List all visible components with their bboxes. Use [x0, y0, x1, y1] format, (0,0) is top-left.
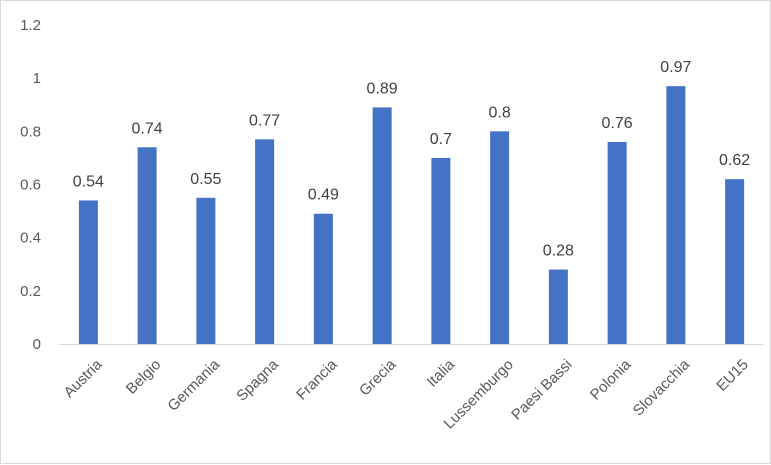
- data-label: 0.76: [602, 115, 633, 132]
- data-label: 0.54: [73, 173, 104, 190]
- data-labels: 0.54 0.74 0.55 0.77 0.49 0.89 0.7 0.8 0.28 0.76 0.…: [73, 59, 750, 259]
- bar: [666, 86, 686, 345]
- category-label: EU15: [713, 356, 752, 395]
- category-label: Slovacchia: [630, 356, 694, 420]
- bar: [548, 269, 568, 344]
- category-label: Paesi Bassi: [508, 356, 575, 423]
- bar: [255, 139, 275, 344]
- y-axis-ticks: 0 0.2 0.4 0.6 0.8 1 1.2: [20, 17, 41, 353]
- data-label: 0.97: [660, 59, 691, 76]
- bar: [196, 197, 216, 344]
- category-label: Germania: [164, 356, 223, 415]
- data-label: 0.28: [543, 243, 574, 260]
- category-label: Francia: [293, 356, 341, 404]
- y-tick-label: 0.2: [20, 283, 41, 300]
- data-label: 0.49: [308, 187, 339, 204]
- data-label: 0.55: [190, 171, 221, 188]
- bar: [313, 213, 333, 344]
- y-tick-label: 1: [33, 70, 41, 87]
- y-tick-label: 0.8: [20, 123, 41, 140]
- category-label: Italia: [424, 356, 459, 391]
- data-label: 0.74: [132, 120, 163, 137]
- y-tick-label: 1.2: [20, 17, 41, 34]
- category-label: Spagna: [233, 356, 282, 405]
- bar: [431, 157, 451, 344]
- y-tick-label: 0: [33, 336, 41, 353]
- bar: [372, 107, 392, 345]
- data-label: 0.62: [719, 152, 750, 169]
- category-label: Polonia: [587, 356, 635, 404]
- category-labels: Austria Belgio Germania Spagna Francia Grecia…: [61, 356, 752, 433]
- category-label: Austria: [61, 356, 106, 401]
- bar: [78, 200, 98, 344]
- category-label: Belgio: [123, 356, 165, 398]
- category-label: Grecia: [356, 356, 400, 400]
- data-label: 0.8: [489, 104, 511, 121]
- y-tick-label: 0.4: [20, 230, 41, 247]
- bar: [725, 179, 745, 344]
- bar: [137, 147, 157, 344]
- data-label: 0.77: [249, 112, 280, 129]
- data-label: 0.7: [430, 131, 452, 148]
- bar: [490, 131, 510, 344]
- bar: [607, 141, 627, 344]
- y-tick-label: 0.6: [20, 177, 41, 194]
- data-label: 0.89: [367, 80, 398, 97]
- bars: [78, 86, 745, 345]
